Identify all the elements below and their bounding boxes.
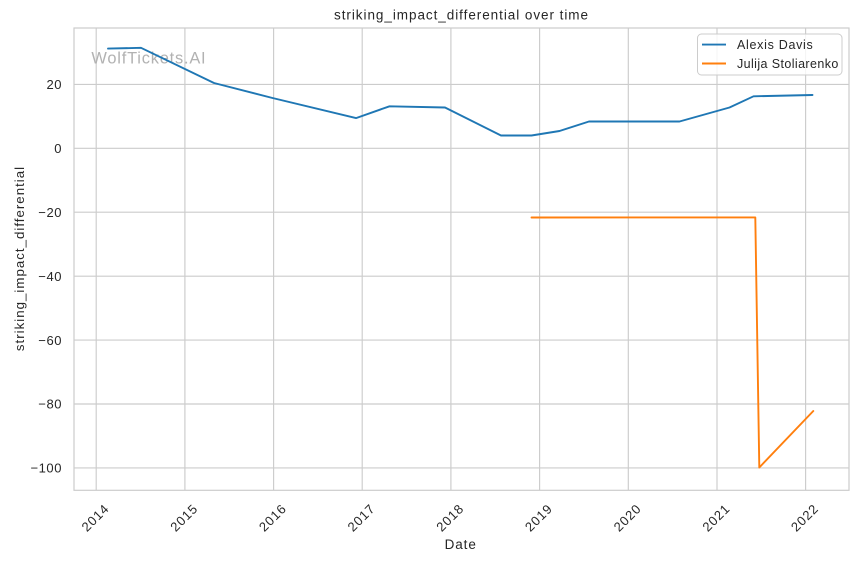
svg-text:−100: −100: [31, 461, 62, 476]
svg-text:2016: 2016: [256, 501, 290, 535]
svg-text:2014: 2014: [79, 501, 113, 535]
svg-text:Date: Date: [445, 537, 477, 552]
svg-text:striking_impact_differential: striking_impact_differential: [12, 166, 27, 351]
svg-text:−40: −40: [38, 269, 62, 284]
svg-text:−80: −80: [38, 397, 62, 412]
svg-text:20: 20: [46, 77, 62, 92]
svg-text:−20: −20: [38, 205, 62, 220]
svg-text:2020: 2020: [611, 501, 645, 535]
svg-text:0: 0: [54, 141, 62, 156]
svg-text:2018: 2018: [433, 501, 467, 535]
svg-text:2021: 2021: [699, 501, 733, 535]
svg-text:striking_impact_differential o: striking_impact_differential over time: [334, 8, 589, 23]
svg-text:WolfTickets.AI: WolfTickets.AI: [91, 50, 206, 68]
svg-text:2015: 2015: [167, 501, 201, 535]
svg-text:2017: 2017: [345, 501, 379, 535]
svg-text:2019: 2019: [522, 501, 556, 535]
svg-text:Alexis Davis: Alexis Davis: [737, 38, 813, 52]
svg-text:Julija Stoliarenko: Julija Stoliarenko: [737, 57, 839, 71]
svg-text:−60: −60: [38, 333, 62, 348]
svg-text:2022: 2022: [788, 501, 822, 535]
